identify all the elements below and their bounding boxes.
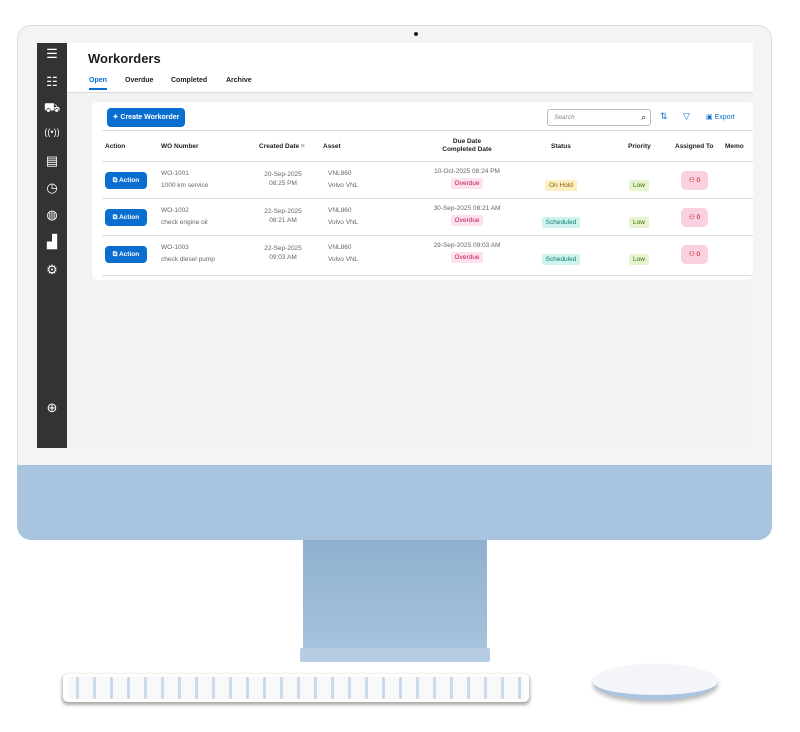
priority-badge: Low bbox=[629, 180, 649, 191]
export-button[interactable]: ▣ Export bbox=[706, 114, 735, 121]
camera bbox=[414, 32, 418, 36]
search-input[interactable]: Search ⌕ bbox=[547, 109, 651, 126]
priority-cell: Low bbox=[622, 211, 656, 229]
help-icon[interactable]: ⊕ bbox=[46, 400, 58, 415]
globe-icon[interactable]: ◍ bbox=[46, 207, 58, 222]
edit-icon: ⧉ bbox=[112, 251, 119, 258]
page-header: Workorders Open Overdue Completed Archiv… bbox=[67, 43, 753, 93]
tab-completed[interactable]: Completed bbox=[171, 77, 208, 84]
status-cell: Scheduled bbox=[522, 211, 600, 229]
tab-overdue[interactable]: Overdue bbox=[125, 77, 154, 84]
action-button[interactable]: ⧉ Action bbox=[105, 209, 147, 226]
action-button[interactable]: ⧉ Action bbox=[105, 172, 147, 189]
calendar-icon[interactable]: ▤ bbox=[45, 153, 59, 168]
priority-cell: Low bbox=[622, 248, 656, 266]
assigned-button[interactable]: ⚇ 0 bbox=[681, 245, 708, 264]
col-action: Action bbox=[105, 143, 126, 150]
checklist-icon[interactable]: ☷ bbox=[46, 74, 58, 89]
monitor-chin bbox=[17, 465, 772, 540]
col-wo-number[interactable]: WO Number bbox=[161, 143, 199, 150]
col-status: Status bbox=[551, 143, 571, 150]
priority-cell: Low bbox=[622, 174, 656, 192]
user-icon: ⚇ bbox=[688, 177, 697, 184]
user-icon: ⚇ bbox=[688, 214, 697, 221]
export-icon: ▣ bbox=[706, 114, 715, 121]
edit-icon: ⧉ bbox=[112, 214, 119, 221]
monitor-stand bbox=[303, 540, 487, 652]
filter-icon[interactable]: ▽ bbox=[683, 111, 690, 121]
wo-number: WO-1002 check engine oil bbox=[161, 207, 208, 226]
created-date: 20-Sep-2025 08:25 PM bbox=[264, 171, 302, 187]
edit-icon: ⧉ bbox=[112, 177, 119, 184]
col-due-date: Due Date Completed Date bbox=[442, 138, 492, 153]
row-divider bbox=[102, 198, 753, 199]
keyboard bbox=[62, 673, 530, 703]
tab-open[interactable]: Open bbox=[89, 77, 107, 90]
status-cell: On Hold bbox=[522, 174, 600, 192]
workorders-table-card: ✦ Create Workorder Search ⌕ ⇅ ▽ ▣ Export … bbox=[92, 102, 753, 280]
page-title: Workorders bbox=[88, 51, 161, 66]
sidebar: ☰ ☷ ⛟ ((•)) ▤ ◷ ◍ ▟ ⚙ ⊕ bbox=[37, 43, 67, 448]
monitor-foot bbox=[300, 648, 490, 662]
chart-icon[interactable]: ▟ bbox=[47, 234, 57, 249]
asset: VNL860 Volvo VNL bbox=[328, 170, 359, 189]
col-memo: Memo bbox=[725, 143, 744, 150]
due-date: 29-Sep-2025 09:03 AM Overdue bbox=[433, 242, 501, 263]
row-divider bbox=[102, 161, 753, 162]
app-screen: ☰ ☷ ⛟ ((•)) ▤ ◷ ◍ ▟ ⚙ ⊕ Workorders Open … bbox=[37, 43, 753, 448]
priority-badge: Low bbox=[629, 254, 649, 265]
overdue-badge: Overdue bbox=[450, 252, 484, 263]
wo-number: WO-1001 1000 km service bbox=[161, 170, 209, 189]
priority-badge: Low bbox=[629, 217, 649, 228]
asset: VNL860 Volvo VNL bbox=[328, 207, 359, 226]
create-icon: ✦ bbox=[112, 114, 121, 121]
col-created-date[interactable]: Created Date ≡ bbox=[259, 143, 305, 150]
created-date: 22-Sep-2025 08:21 AM bbox=[264, 208, 302, 224]
asset: VNL860 Volvo VNL bbox=[328, 244, 359, 263]
action-button[interactable]: ⧉ Action bbox=[105, 246, 147, 263]
mouse bbox=[593, 664, 718, 700]
assigned-button[interactable]: ⚇ 0 bbox=[681, 208, 708, 227]
wo-number: WO-1003 check diesel pump bbox=[161, 244, 215, 263]
gear-icon[interactable]: ⚙ bbox=[46, 262, 58, 277]
row-divider bbox=[102, 235, 753, 236]
assigned-button[interactable]: ⚇ 0 bbox=[681, 171, 708, 190]
col-asset: Asset bbox=[323, 143, 341, 150]
status-badge: On Hold bbox=[545, 180, 577, 191]
broadcast-icon[interactable]: ((•)) bbox=[44, 127, 60, 137]
due-date: 30-Sep-2025 08:21 AM Overdue bbox=[433, 205, 501, 226]
created-date: 22-Sep-2025 09:03 AM bbox=[264, 245, 302, 261]
due-date: 10-Oct-2025 08:24 PM Overdue bbox=[434, 168, 500, 189]
col-assigned-to: Assigned To bbox=[675, 143, 714, 150]
menu-icon[interactable]: ☰ bbox=[46, 46, 58, 61]
divider bbox=[102, 130, 753, 131]
status-badge: Scheduled bbox=[541, 254, 581, 265]
search-icon[interactable]: ⌕ bbox=[640, 112, 646, 122]
status-badge: Scheduled bbox=[541, 217, 581, 228]
sort-filter-icon: ≡ bbox=[300, 143, 305, 150]
user-icon: ⚇ bbox=[688, 251, 697, 258]
row-divider bbox=[102, 275, 753, 276]
tab-archive[interactable]: Archive bbox=[226, 77, 252, 84]
create-workorder-button[interactable]: ✦ Create Workorder bbox=[107, 108, 185, 127]
clock-icon[interactable]: ◷ bbox=[46, 180, 58, 195]
col-priority: Priority bbox=[628, 143, 651, 150]
sort-icon[interactable]: ⇅ bbox=[660, 111, 668, 121]
status-cell: Scheduled bbox=[522, 248, 600, 266]
vehicle-icon[interactable]: ⛟ bbox=[43, 100, 61, 115]
overdue-badge: Overdue bbox=[450, 178, 484, 189]
overdue-badge: Overdue bbox=[450, 215, 484, 226]
